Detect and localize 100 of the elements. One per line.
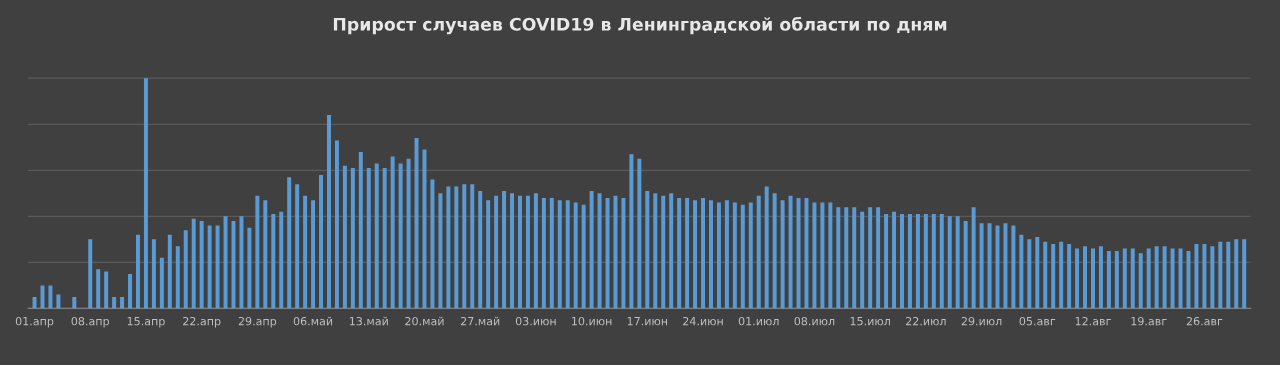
x-tick-label: 19.авг (1131, 316, 1167, 326)
bar (804, 197, 809, 309)
bar (502, 191, 507, 309)
bar (605, 197, 610, 309)
bar (175, 246, 180, 309)
bar (1210, 246, 1215, 309)
bar (995, 225, 1000, 309)
bar (128, 273, 133, 309)
bar (645, 191, 650, 309)
bar (88, 239, 93, 309)
bar (191, 218, 196, 309)
bar (1067, 243, 1072, 309)
bar (1003, 223, 1008, 309)
bar (740, 204, 745, 309)
bar (836, 207, 841, 309)
x-tick-label: 01.июл (738, 316, 779, 326)
bar (255, 195, 260, 309)
bar (892, 211, 897, 309)
bar (621, 197, 626, 309)
bar (939, 214, 944, 309)
bar (414, 138, 419, 309)
bar (1059, 241, 1064, 309)
bar (852, 207, 857, 309)
bar (947, 216, 952, 309)
bar (486, 200, 491, 309)
bar (1194, 243, 1199, 309)
bar (366, 168, 371, 309)
bar (271, 214, 276, 309)
bar (48, 285, 53, 309)
x-tick-label: 27.май (460, 316, 500, 326)
bar (764, 186, 769, 309)
bar (183, 230, 188, 309)
bar (812, 202, 817, 309)
bar (334, 140, 339, 309)
bar (1043, 241, 1048, 309)
bar (151, 239, 156, 309)
bar (581, 204, 586, 309)
bar (876, 207, 881, 309)
bar (295, 184, 300, 309)
bar (884, 214, 889, 309)
bar (637, 158, 642, 309)
bar (900, 214, 904, 309)
bar (756, 195, 761, 309)
bar (223, 216, 228, 309)
bar (1106, 250, 1111, 309)
bar (112, 296, 117, 309)
bar (199, 220, 204, 309)
bar (207, 225, 212, 309)
bar (955, 216, 960, 309)
x-tick-label: 10.июн (572, 316, 612, 326)
x-tick-label: 15.июл (850, 317, 890, 326)
x-tick-label: 05.авг (1019, 316, 1056, 326)
x-tick-label: 20.май (405, 316, 444, 326)
bar (748, 202, 753, 309)
bar (844, 207, 849, 309)
bar (1218, 241, 1223, 309)
bar (1114, 250, 1119, 309)
bar (56, 294, 61, 309)
bar (987, 223, 992, 309)
bar (279, 211, 284, 309)
bar (549, 197, 554, 309)
bar (661, 195, 666, 309)
bar (820, 202, 825, 309)
bar (565, 200, 570, 309)
bar (1146, 248, 1151, 309)
bar (446, 186, 451, 309)
bar (772, 193, 777, 309)
bar (1234, 239, 1239, 309)
bar (510, 193, 515, 309)
x-tick-label: 22.апр (183, 316, 221, 328)
bar (971, 207, 976, 309)
bar (653, 193, 658, 309)
bar (96, 269, 101, 309)
bar (1186, 250, 1191, 309)
bar (1138, 253, 1143, 309)
bar (231, 220, 236, 309)
bar (1242, 239, 1247, 309)
bar (963, 220, 968, 309)
bar (350, 168, 355, 309)
bar (494, 195, 499, 309)
bar (406, 158, 411, 309)
x-tick-label: 24.июн (683, 316, 723, 326)
bar (1130, 248, 1135, 309)
x-tick-label: 22.июл (906, 316, 946, 326)
bar (327, 115, 331, 309)
bar (589, 191, 594, 309)
bar (143, 78, 148, 309)
bar (685, 197, 690, 309)
bar (868, 207, 873, 309)
bar (533, 193, 538, 309)
bar (422, 149, 427, 309)
bar (1202, 243, 1207, 309)
bar (541, 197, 546, 309)
bar (1226, 241, 1231, 309)
chart-title: Прирост случаев COVID19 в Ленинградской области по дням (333, 16, 947, 35)
bar (629, 154, 634, 309)
bar (311, 200, 316, 309)
bar (693, 200, 698, 309)
x-tick-label: 06.май (293, 316, 333, 326)
bar (1027, 239, 1032, 309)
